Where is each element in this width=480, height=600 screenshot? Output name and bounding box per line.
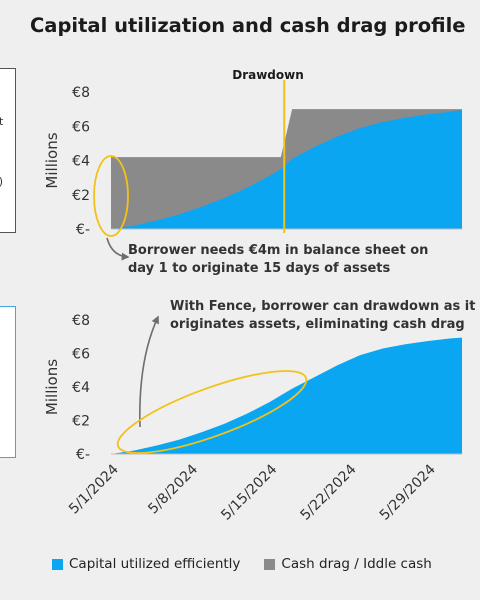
y-tick-label: €8 bbox=[72, 85, 90, 101]
y-tick-label: €2 bbox=[72, 188, 90, 204]
legend: Capital utilized efficiently Cash drag /… bbox=[52, 556, 432, 572]
legend-label-drag: Cash drag / Iddle cash bbox=[281, 556, 432, 572]
top-chart-panel: €8 €6 €4 €2 €- Millions bbox=[43, 80, 462, 238]
y-tick-label: €4 bbox=[72, 380, 90, 396]
bottom-chart-panel: €8 €6 €4 €2 €- Millions 5/1/2024 5/8/2024 5/15/2… bbox=[43, 313, 462, 524]
top-note-line-1: Borrower needs €4m in balance sheet on bbox=[128, 243, 428, 258]
capital-utilized-area bbox=[111, 109, 462, 229]
x-tick-label: 5/22/2024 bbox=[298, 461, 360, 523]
bottom-note-line-2: originates assets, eliminating cash drag bbox=[170, 317, 465, 332]
bottom-annotation-arrow bbox=[139, 315, 159, 428]
bottom-highlight-ellipse bbox=[116, 370, 308, 454]
y-tick-label: €6 bbox=[72, 119, 90, 135]
cropped-left-panel-top: t s) bbox=[0, 68, 16, 233]
y-tick-label: €2 bbox=[72, 414, 90, 430]
x-tick-label: 5/1/2024 bbox=[66, 461, 122, 517]
y-axis-label: Millions bbox=[43, 359, 61, 415]
top-highlight-ellipse bbox=[93, 155, 129, 237]
x-tick-label: 5/15/2024 bbox=[218, 461, 280, 523]
top-note-line-2: day 1 to originate 15 days of assets bbox=[128, 261, 390, 276]
capital-utilized-area bbox=[111, 337, 462, 454]
bottom-note-line-1: With Fence, borrower can drawdown as it bbox=[170, 299, 475, 314]
x-tick-label: 5/8/2024 bbox=[145, 461, 201, 517]
y-tick-label: €4 bbox=[72, 154, 90, 170]
legend-label-efficient: Capital utilized efficiently bbox=[69, 556, 241, 572]
cropped-text-fragment: s) bbox=[0, 175, 3, 188]
cropped-left-panel-bottom bbox=[0, 306, 16, 458]
x-tick-label: 5/29/2024 bbox=[377, 461, 439, 523]
y-tick-label: €- bbox=[76, 222, 90, 238]
drawdown-label: Drawdown bbox=[232, 68, 304, 82]
chart-title: Capital utilization and cash drag profil… bbox=[30, 14, 466, 37]
cropped-text-fragment: t bbox=[0, 115, 4, 128]
legend-swatch-drag bbox=[264, 558, 276, 570]
top-annotation-arrow bbox=[106, 237, 130, 261]
legend-swatch-efficient bbox=[52, 558, 63, 570]
y-tick-label: €8 bbox=[72, 313, 90, 329]
y-tick-label: €- bbox=[76, 447, 90, 463]
y-axis-label: Millions bbox=[43, 132, 61, 188]
y-tick-label: €6 bbox=[72, 347, 90, 363]
